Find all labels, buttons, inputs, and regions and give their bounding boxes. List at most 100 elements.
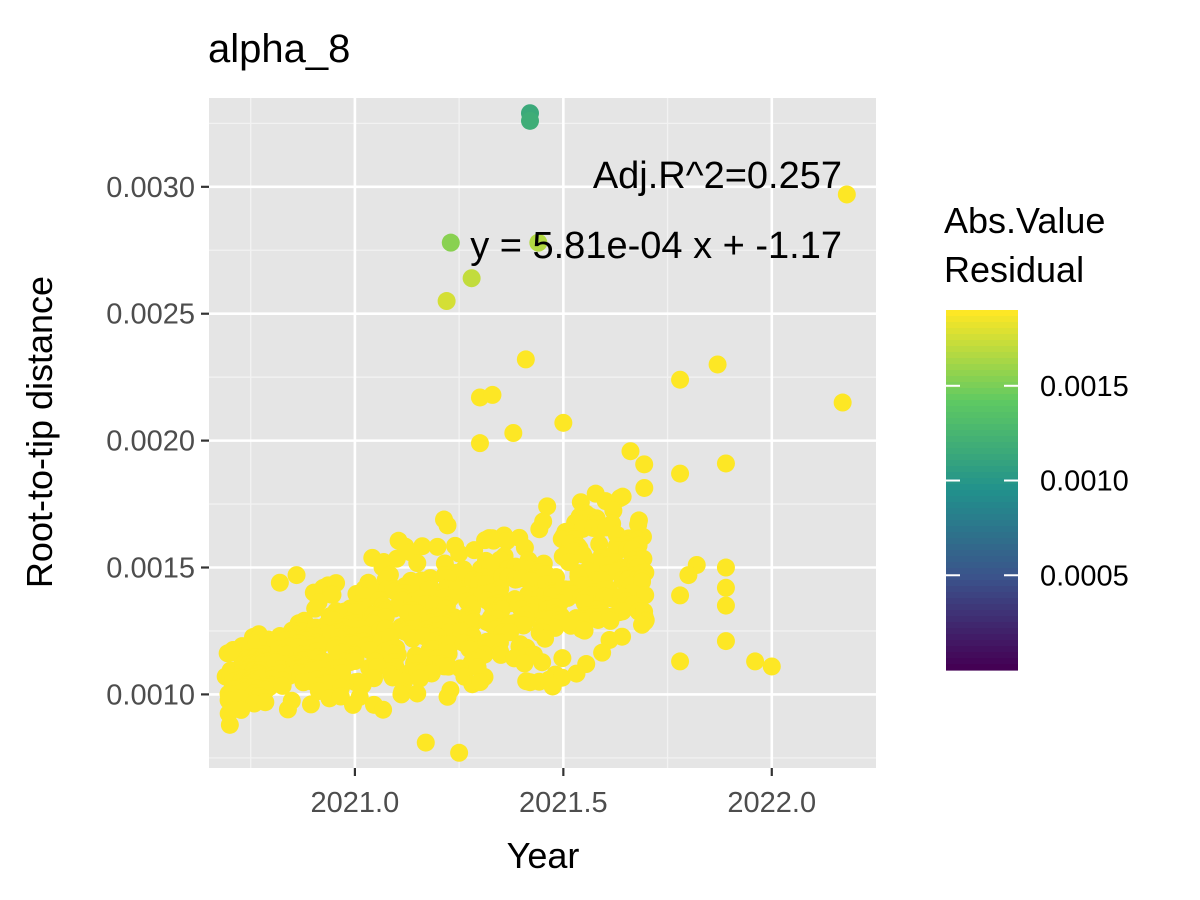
y-tick-label: 0.0025 [106, 299, 195, 331]
legend-tick-label: 0.0015 [1040, 371, 1129, 403]
legend-gradient-segment [946, 424, 1018, 431]
legend-gradient-segment [946, 640, 1018, 647]
color-legend: Abs.Value Residual 0.0005 0.0010 0.0015 [944, 200, 1129, 671]
data-point [633, 615, 652, 634]
data-point [671, 464, 690, 483]
data-point [323, 585, 342, 604]
r-squared-annotation: Adj.R^2=0.257 [593, 155, 842, 197]
data-point [450, 743, 469, 762]
data-point [441, 233, 460, 252]
legend-gradient-segment [946, 442, 1018, 449]
legend-gradient-segment [946, 430, 1018, 437]
data-point [833, 393, 852, 412]
legend-gradient-segment [946, 436, 1018, 443]
data-point [538, 497, 557, 516]
x-axis-label: Year [507, 835, 580, 876]
data-point [635, 455, 654, 474]
legend-gradient-segment [946, 652, 1018, 659]
data-point [408, 554, 427, 573]
data-point [554, 413, 573, 432]
legend-gradient-segment [946, 472, 1018, 479]
legend-gradient-segment [946, 586, 1018, 593]
data-point [543, 677, 562, 696]
legend-gradient-segment [946, 520, 1018, 527]
legend-gradient-segment [946, 328, 1018, 335]
data-point [530, 520, 549, 539]
x-tick-label: 2022.0 [727, 787, 816, 819]
legend-gradient-segment [946, 322, 1018, 329]
data-point [278, 700, 297, 719]
data-point [567, 664, 586, 683]
legend-gradient-segment [946, 364, 1018, 371]
legend-gradient-segment [946, 460, 1018, 467]
legend-gradient-segment [946, 550, 1018, 557]
legend-tick-label: 0.0005 [1040, 560, 1129, 592]
data-point [529, 233, 548, 252]
legend-gradient-segment [946, 406, 1018, 413]
legend-gradient-segment [946, 412, 1018, 419]
data-point [504, 424, 523, 442]
legend-gradient-segment [946, 358, 1018, 365]
data-point [746, 652, 765, 671]
data-point [716, 454, 735, 473]
data-point [514, 616, 533, 635]
data-point [621, 442, 640, 461]
legend-gradient-segment [946, 658, 1018, 665]
axes: 2021.0 2021.5 2022.0 0.0010 0.0015 0.0020 0.00… [106, 172, 816, 819]
data-point [837, 185, 856, 204]
legend-gradient-segment [946, 502, 1018, 509]
data-point [575, 621, 594, 640]
legend-tick-label: 0.0010 [1040, 466, 1129, 498]
legend-gradient-segment [946, 526, 1018, 533]
legend-gradient-segment [946, 388, 1018, 395]
legend-gradient-segment [946, 340, 1018, 347]
data-point [593, 643, 612, 662]
legend-gradient-segment [946, 568, 1018, 575]
legend-gradient-segment [946, 466, 1018, 473]
data-point [635, 478, 654, 497]
data-point [515, 654, 534, 673]
legend-gradient-segment [946, 454, 1018, 461]
legend-gradient-segment [946, 538, 1018, 545]
equation-annotation: y = 5.81e-04 x + -1.17 [470, 225, 842, 267]
chart-title: alpha_8 [208, 27, 350, 71]
data-point [223, 643, 242, 662]
legend-gradient-segment [946, 316, 1018, 323]
annotations: Adj.R^2=0.257 y = 5.81e-04 x + -1.17 [470, 155, 842, 267]
data-point [679, 566, 698, 585]
legend-gradient-segment [946, 616, 1018, 623]
legend-gradient-segment [946, 604, 1018, 611]
data-point [273, 676, 292, 695]
legend-gradient-segment [946, 598, 1018, 605]
data-point [462, 269, 481, 288]
data-point [232, 700, 251, 719]
x-tick-label: 2021.0 [311, 787, 400, 819]
data-point [470, 434, 489, 453]
data-point [408, 684, 427, 703]
data-point [301, 695, 320, 714]
data-point [450, 544, 469, 563]
data-point [613, 627, 632, 646]
legend-gradient-segment [946, 514, 1018, 521]
legend-title: Residual [944, 249, 1084, 290]
legend-gradient-segment [946, 508, 1018, 515]
legend-gradient-segment [946, 544, 1018, 551]
outlier-points [220, 104, 856, 762]
data-point [428, 537, 447, 556]
x-tick-label: 2021.5 [519, 787, 608, 819]
data-point [471, 673, 490, 692]
legend-gradient-segment [946, 334, 1018, 341]
data-point [465, 541, 484, 560]
legend-gradient-segment [946, 562, 1018, 569]
data-point [716, 596, 735, 615]
legend-gradient-segment [946, 622, 1018, 629]
data-point [483, 385, 502, 404]
legend-gradient-segment [946, 376, 1018, 383]
y-tick-label: 0.0030 [106, 172, 195, 204]
legend-gradient-segment [946, 484, 1018, 491]
legend-title: Abs.Value [944, 200, 1105, 241]
data-point [716, 558, 735, 577]
legend-gradient-segment [946, 556, 1018, 563]
legend-gradient-segment [946, 532, 1018, 539]
data-point [708, 355, 727, 374]
